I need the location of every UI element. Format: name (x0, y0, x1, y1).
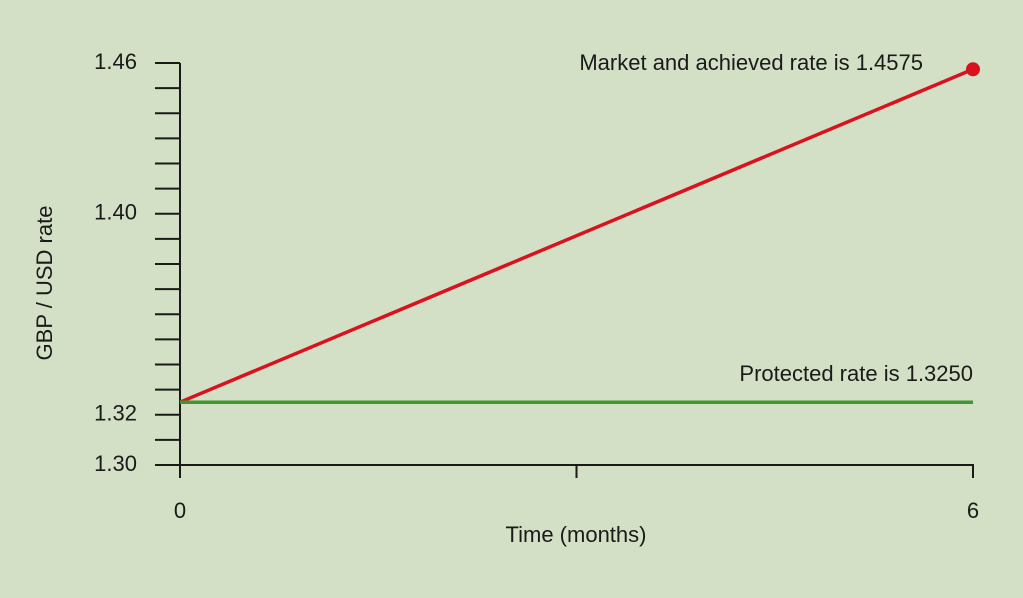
x-axis-label: Time (months) (506, 522, 647, 547)
y-tick-label: 1.40 (94, 200, 137, 225)
x-tick-label: 0 (174, 498, 186, 523)
series-annotation: Market and achieved rate is 1.4575 (579, 50, 923, 75)
x-tick-label: 6 (967, 498, 979, 523)
series-annotation: Protected rate is 1.3250 (739, 361, 973, 386)
y-axis-label: GBP / USD rate (32, 206, 57, 361)
end-marker (966, 62, 980, 77)
series-line (179, 67, 974, 404)
y-tick-label: 1.32 (94, 401, 137, 426)
y-tick-label: 1.30 (94, 451, 137, 476)
y-tick-label: 1.46 (94, 49, 137, 74)
